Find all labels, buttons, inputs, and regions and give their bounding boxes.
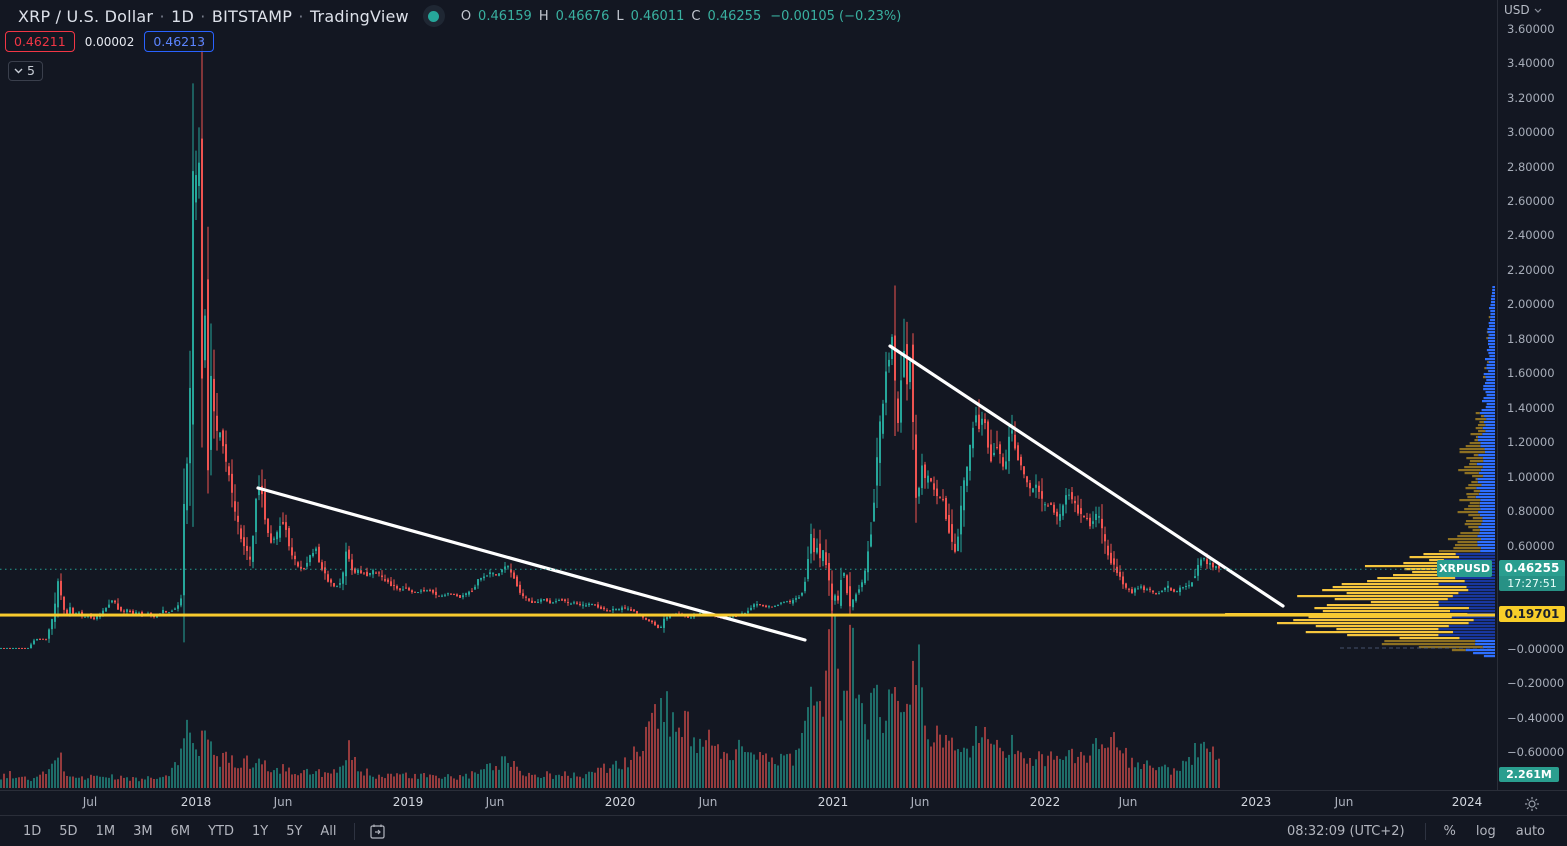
ask-price[interactable]: 0.46213: [144, 31, 215, 52]
range-button-all[interactable]: All: [320, 824, 337, 839]
toolbar-right-group: 08:32:09 (UTC+2) % log auto: [1275, 821, 1555, 842]
price-tick-label: 1.20000: [1507, 435, 1555, 450]
current-price-label: 0.46255 17:27:51: [1499, 560, 1565, 592]
symbol-name[interactable]: XRP / U.S. Dollar: [18, 6, 154, 26]
title-separator: ·: [298, 6, 304, 26]
price-change: −0.00105 (−0.23%): [770, 8, 902, 24]
horizontal-ray-price-label: 0.19701: [1499, 606, 1565, 623]
price-tick-label: −0.40000: [1507, 710, 1565, 725]
ohlc-values: O 0.46159 H 0.46676 L 0.46011 C 0.46255 −0.00105…: [461, 9, 902, 24]
time-axis-label[interactable]: 2019: [392, 795, 424, 809]
indicators-count: 5: [27, 63, 35, 78]
current-price-value: 0.46255: [1499, 560, 1565, 577]
ohlc-key: H: [538, 8, 549, 24]
time-axis-label[interactable]: 2022: [1029, 795, 1061, 809]
price-tick-label: 0.80000: [1507, 504, 1555, 519]
price-tick-label: 2.40000: [1507, 228, 1555, 243]
symbol-title[interactable]: XRP / U.S. Dollar · 1D · BITSTAMP · Trad…: [18, 7, 409, 26]
axis-settings-corner[interactable]: [1497, 790, 1567, 816]
price-tick-label: 2.00000: [1507, 297, 1555, 312]
range-button-5y[interactable]: 5Y: [286, 824, 303, 839]
go-to-date-button[interactable]: [363, 823, 392, 840]
time-axis-label[interactable]: Jun: [485, 795, 505, 809]
time-axis-label[interactable]: Jul: [82, 795, 98, 809]
ohlc-value: 0.46011: [630, 8, 685, 24]
range-button-1y[interactable]: 1Y: [251, 824, 269, 839]
price-tick-label: −0.60000: [1507, 745, 1565, 760]
ohlc-key: O: [460, 8, 472, 24]
spread-value: 0.00002: [84, 34, 135, 49]
time-axis-label[interactable]: 2023: [1240, 795, 1272, 809]
gear-icon[interactable]: [1524, 796, 1540, 812]
price-tick-label: 2.80000: [1507, 159, 1555, 174]
bid-ask-row: 0.46211 0.00002 0.46213: [5, 31, 215, 52]
ohlc-value: 0.46676: [555, 8, 610, 24]
time-axis-label[interactable]: Jun: [910, 795, 930, 809]
time-axis-label[interactable]: 2021: [817, 795, 849, 809]
ohlc-value: 0.46255: [707, 8, 762, 24]
title-separator: ·: [159, 6, 165, 26]
price-tick-label: 1.80000: [1507, 331, 1555, 346]
time-axis-label[interactable]: Jun: [698, 795, 718, 809]
log-scale-button[interactable]: log: [1475, 824, 1496, 839]
indicators-collapse-chip[interactable]: 5: [8, 61, 43, 81]
range-button-3m[interactable]: 3M: [133, 824, 153, 839]
date-range-buttons: 1D 5D 1M 3M 6M YTD 1Y 5Y All: [14, 821, 346, 842]
volume-value: 2.261M: [1506, 768, 1552, 781]
range-button-ytd[interactable]: YTD: [208, 824, 234, 839]
time-axis-label[interactable]: Jun: [1334, 795, 1354, 809]
chart-header: XRP / U.S. Dollar · 1D · BITSTAMP · Trad…: [18, 5, 901, 27]
price-tick-label: 3.60000: [1507, 21, 1555, 36]
price-tick-label: 1.40000: [1507, 400, 1555, 415]
chevron-down-icon: [1534, 8, 1542, 13]
ray-price-value: 0.19701: [1504, 607, 1560, 622]
chevron-down-icon: [14, 68, 23, 73]
price-tick-label: 0.60000: [1507, 538, 1555, 553]
bar-countdown: 17:27:51: [1499, 576, 1565, 592]
percent-scale-button[interactable]: %: [1443, 824, 1456, 839]
ohlc-value: 0.46159: [478, 8, 532, 24]
interval-value[interactable]: 1D: [171, 6, 194, 26]
price-tick-label: −0.00000: [1507, 642, 1565, 656]
price-tick-label: 2.60000: [1507, 194, 1555, 209]
price-tick-label: 3.20000: [1507, 90, 1555, 105]
market-status-icon[interactable]: [422, 5, 445, 27]
range-button-1d[interactable]: 1D: [23, 824, 42, 839]
volume-value-label: 2.261M: [1499, 767, 1559, 782]
title-separator: ·: [200, 6, 206, 26]
price-tick-label: 3.00000: [1507, 125, 1555, 140]
calendar-goto-icon: [369, 824, 385, 839]
axis-currency-selector[interactable]: USD: [1504, 3, 1542, 17]
toolbar-divider: [1424, 823, 1426, 840]
brand-name: TradingView: [309, 6, 409, 26]
price-tick-label: 3.40000: [1507, 56, 1555, 71]
range-button-5d[interactable]: 5D: [59, 824, 78, 839]
time-axis-label[interactable]: 2018: [180, 795, 212, 809]
price-tick-label: 2.20000: [1507, 262, 1555, 277]
time-axis-label[interactable]: 2024: [1451, 795, 1483, 809]
axis-currency-label: USD: [1504, 3, 1530, 17]
bid-price[interactable]: 0.46211: [5, 31, 75, 52]
price-tick-label: 1.60000: [1507, 366, 1555, 381]
time-axis-label[interactable]: 2020: [604, 795, 636, 809]
time-axis-label[interactable]: Jun: [1118, 795, 1138, 809]
ohlc-key: C: [691, 8, 701, 24]
range-button-1m[interactable]: 1M: [95, 824, 116, 839]
auto-scale-button[interactable]: auto: [1515, 824, 1545, 839]
time-axis-label[interactable]: Jun: [273, 795, 293, 809]
range-button-6m[interactable]: 6M: [170, 824, 191, 839]
price-tick-label: 1.00000: [1507, 469, 1555, 484]
exchange-name: BITSTAMP: [211, 6, 293, 26]
bottom-toolbar: 1D 5D 1M 3M 6M YTD 1Y 5Y All 08:32:09 (UTC+2) % …: [0, 815, 1567, 846]
toolbar-divider: [353, 823, 355, 840]
time-axis[interactable]: Jul 2018 Jun 2019 Jun 2020 Jun 2021 Jun 2022 Jun 20…: [0, 790, 1497, 816]
session-clock[interactable]: 08:32:09 (UTC+2): [1286, 824, 1405, 839]
price-axis[interactable]: USD 0.46255 17:27:51 0.19701 2.261M 3.60…: [1497, 0, 1567, 790]
price-chart-canvas[interactable]: [0, 0, 1497, 790]
ohlc-key: L: [616, 8, 624, 24]
series-symbol-tag[interactable]: XRPUSD: [1437, 560, 1492, 577]
price-tick-label: −0.20000: [1507, 676, 1565, 691]
